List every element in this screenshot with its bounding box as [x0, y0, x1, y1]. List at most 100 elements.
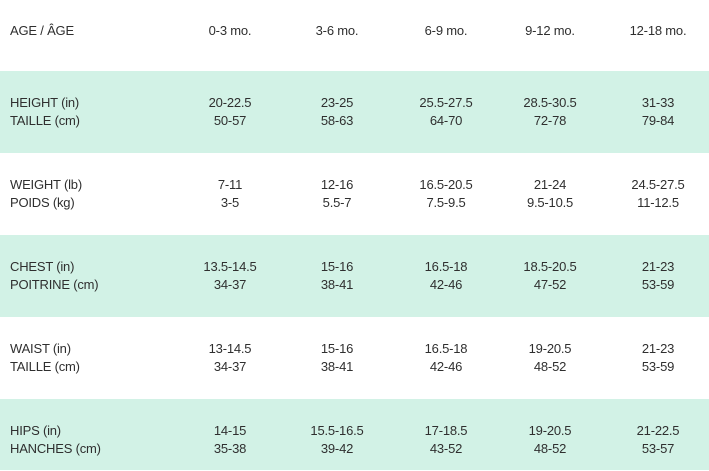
row-label-imperial: HEIGHT (in): [10, 95, 80, 110]
value-metric: 39-42: [320, 440, 354, 456]
value-metric: 34-37: [213, 277, 247, 292]
row-label: HEIGHT (in) TAILLE (cm): [10, 71, 80, 153]
table-cell: 21-24 9.5-10.5: [500, 153, 600, 235]
row-label-metric: HANCHES (cm): [10, 440, 101, 456]
size-header: 0-3 mo.: [208, 22, 252, 38]
row-label: WEIGHT (lb) POIDS (kg): [10, 153, 82, 235]
row-label-metric: TAILLE (cm): [10, 359, 80, 374]
value-metric: 43-52: [429, 440, 463, 456]
value-imperial: 20-22.5: [208, 95, 252, 110]
value-imperial: 19-20.5: [528, 422, 572, 438]
row-label: WAIST (in) TAILLE (cm): [10, 317, 80, 399]
table-cell: 15-16 38-41: [287, 317, 387, 399]
value-metric: 48-52: [533, 359, 567, 374]
table-cell: 28.5-30.5 72-78: [500, 71, 600, 153]
table-cell: 14-15 35-38: [180, 409, 280, 470]
value-imperial: 23-25: [320, 95, 354, 110]
value-metric: 53-59: [641, 359, 675, 374]
value-metric: 11-12.5: [637, 195, 679, 210]
row-label-imperial: WEIGHT (lb): [10, 177, 82, 192]
table-cell: 23-25 58-63: [287, 71, 387, 153]
value-metric: 5.5-7: [322, 195, 352, 210]
table-cell: 19-20.5 48-52: [500, 317, 600, 399]
value-imperial: 12-16: [320, 177, 354, 192]
value-imperial: 21-24: [533, 177, 567, 192]
table-cell: 13-14.5 34-37: [180, 317, 280, 399]
value-metric: 58-63: [320, 113, 354, 128]
value-imperial: 31-33: [641, 95, 675, 110]
row-label-metric: POITRINE (cm): [10, 277, 99, 292]
value-imperial: 21-22.5: [636, 422, 680, 438]
value-imperial: 24.5-27.5: [631, 177, 685, 192]
table-cell: 18.5-20.5 47-52: [500, 235, 600, 317]
table-cell: 12-16 5.5-7: [287, 153, 387, 235]
value-imperial: 13.5-14.5: [203, 259, 257, 274]
table-row-height: HEIGHT (in) TAILLE (cm) 20-22.5 50-57 23…: [0, 71, 709, 153]
value-metric: 38-41: [320, 277, 354, 292]
table-cell: 16.5-18 42-46: [396, 235, 496, 317]
table-cell: 24.5-27.5 11-12.5: [608, 153, 708, 235]
value-metric: 3-5: [220, 195, 240, 210]
row-label-imperial: WAIST (in): [10, 341, 71, 356]
row-label: HIPS (in) HANCHES (cm): [10, 409, 101, 470]
value-imperial: 21-23: [641, 341, 675, 356]
table-cell: 25.5-27.5 64-70: [396, 71, 496, 153]
row-label: CHEST (in) POITRINE (cm): [10, 235, 99, 317]
age-header: AGE / ÂGE: [10, 22, 74, 38]
table-cell: 15.5-16.5 39-42: [287, 409, 387, 470]
value-metric: 42-46: [429, 277, 463, 292]
table-row-waist: WAIST (in) TAILLE (cm) 13-14.5 34-37 15-…: [0, 317, 709, 399]
value-metric: 9.5-10.5: [526, 195, 574, 210]
value-imperial: 7-11: [217, 177, 243, 192]
value-metric: 72-78: [533, 113, 567, 128]
row-label-imperial: HIPS (in): [10, 422, 61, 438]
row-label-metric: POIDS (kg): [10, 195, 75, 210]
table-cell: 20-22.5 50-57: [180, 71, 280, 153]
table-cell: 16.5-20.5 7.5-9.5: [396, 153, 496, 235]
value-imperial: 14-15: [213, 422, 247, 438]
table-cell: 16.5-18 42-46: [396, 317, 496, 399]
table-row-weight: WEIGHT (lb) POIDS (kg) 7-11 3-5 12-16 5.…: [0, 153, 709, 235]
value-imperial: 17-18.5: [424, 422, 468, 438]
value-metric: 64-70: [429, 113, 463, 128]
table-cell: 19-20.5 48-52: [500, 409, 600, 470]
value-metric: 38-41: [320, 359, 354, 374]
value-imperial: 15-16: [320, 259, 354, 274]
table-cell: 17-18.5 43-52: [396, 409, 496, 470]
value-imperial: 15-16: [320, 341, 354, 356]
value-imperial: 28.5-30.5: [523, 95, 577, 110]
value-metric: 34-37: [213, 359, 247, 374]
value-imperial: 19-20.5: [528, 341, 572, 356]
row-label-metric: TAILLE (cm): [10, 113, 80, 128]
value-imperial: 13-14.5: [208, 341, 252, 356]
value-metric: 53-59: [641, 277, 675, 292]
value-metric: 42-46: [429, 359, 463, 374]
value-metric: 7.5-9.5: [426, 195, 466, 210]
value-metric: 35-38: [213, 440, 247, 456]
value-imperial: 25.5-27.5: [419, 95, 473, 110]
size-header: 9-12 mo.: [525, 22, 575, 38]
table-cell: 31-33 79-84: [608, 71, 708, 153]
size-header: 3-6 mo.: [315, 22, 359, 38]
value-imperial: 18.5-20.5: [523, 259, 577, 274]
value-metric: 79-84: [641, 113, 675, 128]
table-cell: 21-22.5 53-57: [608, 409, 708, 470]
value-metric: 48-52: [533, 440, 567, 456]
table-cell: 7-11 3-5: [180, 153, 280, 235]
table-cell: 21-23 53-59: [608, 235, 708, 317]
value-metric: 50-57: [213, 113, 247, 128]
table-cell: 13.5-14.5 34-37: [180, 235, 280, 317]
value-imperial: 16.5-18: [424, 259, 468, 274]
table-cell: 15-16 38-41: [287, 235, 387, 317]
table-row-chest: CHEST (in) POITRINE (cm) 13.5-14.5 34-37…: [0, 235, 709, 317]
value-imperial: 16.5-20.5: [419, 177, 473, 192]
value-metric: 53-57: [641, 440, 675, 456]
value-imperial: 16.5-18: [424, 341, 468, 356]
row-label-imperial: CHEST (in): [10, 259, 75, 274]
header-row: AGE / ÂGE 0-3 mo. 3-6 mo. 6-9 mo. 9-12 m…: [0, 0, 709, 71]
value-metric: 47-52: [533, 277, 567, 292]
value-imperial: 15.5-16.5: [310, 422, 364, 438]
table-row-hips: HIPS (in) HANCHES (cm) 14-15 35-38 15.5-…: [0, 399, 709, 470]
value-imperial: 21-23: [641, 259, 675, 274]
